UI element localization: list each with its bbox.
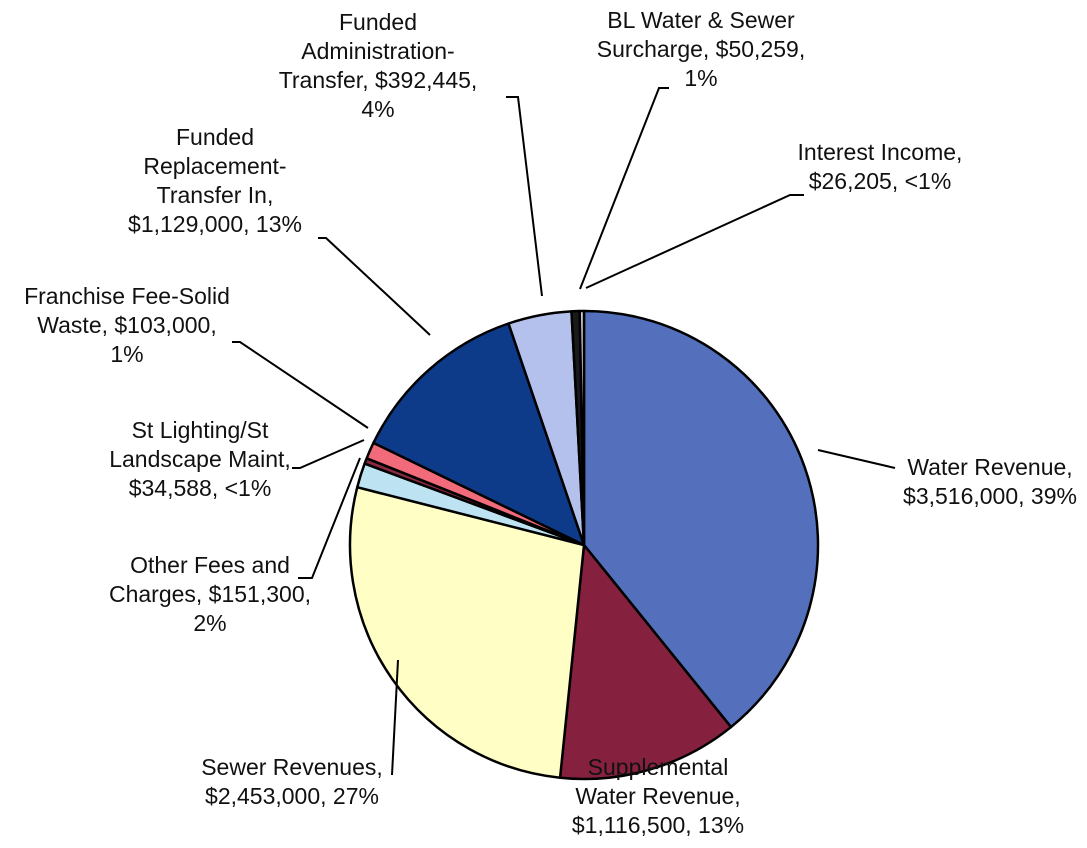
slice-label: BL Water & Sewer Surcharge, $50,259, 1% [597,7,805,91]
slice-label-line: Sewer Revenues, [201,754,383,780]
slice-label-line: Waste, $103,000, [37,312,216,338]
slice-label: Other Fees and Charges, $151,300, 2% [109,552,311,636]
slice-label-line: Landscape Maint, [109,446,291,472]
slice-label: Supplemental Water Revenue, $1,116,500, 13… [572,754,744,838]
leader-line [391,659,399,776]
slice-label-line: Supplemental [588,754,729,780]
pie-slice-sewer-revenues [348,485,586,780]
slice-label-line: St Lighting/St [132,417,269,443]
leader-line [579,87,669,290]
slice-label: Interest Income, $26,205, <1% [798,139,963,194]
leader-line [292,439,365,469]
pie-slice-supplemental-water-revenue [558,543,733,781]
slice-label-line: Charges, $151,300, [109,581,311,607]
leader-line [318,237,431,336]
slice-label-line: Franchise Fee-Solid [24,283,230,309]
leader-line [298,457,361,579]
leader-line [817,449,896,469]
slice-label-line: Interest Income, [798,139,963,165]
slice-label-line: Water Revenue, [575,783,740,809]
slice-label-line: BL Water & Sewer [607,7,795,33]
leader-line [585,194,804,289]
slice-label-line: Water Revenue, [907,454,1072,480]
pie-slice-interest-income [578,309,586,547]
slice-label-line: Replacement- [143,153,286,179]
pie-slices [348,309,820,781]
leader-line [506,96,543,297]
slice-label: Funded Replacement- Transfer In, $1,129,000… [128,124,302,237]
slice-label-line: $1,116,500, 13% [572,812,744,838]
slice-label-line: Surcharge, $50,259, [597,36,805,62]
slice-label: Franchise Fee-Solid Waste, $103,000, 1% [24,283,230,367]
slice-label-line: Funded [339,9,417,35]
slice-label-line: 1% [110,341,143,367]
slice-label-line: Funded [176,124,254,150]
slice-label-line: Other Fees and [130,552,290,578]
slice-label: Funded Administration- Transfer, $392,445,… [279,9,478,122]
slice-label-line: Transfer, $392,445, [279,67,478,93]
slice-label-line: Transfer In, [157,182,274,208]
pie-slice-funded-replacement-transfer-in [372,322,586,547]
leader-line [232,341,369,429]
slice-label-line: $34,588, <1% [129,475,272,501]
leader-lines [232,87,896,776]
slice-label: Water Revenue, $3,516,000, 39% [903,454,1077,509]
pie-slice-water-revenue [582,309,820,729]
slice-label-line: $2,453,000, 27% [205,783,379,809]
slice-label-line: $1,129,000, 13% [128,211,302,237]
slice-label: St Lighting/St Landscape Maint, $34,588, <… [109,417,291,501]
slice-label-line: 1% [684,65,717,91]
slice-label-line: 4% [361,96,394,122]
slice-label-line: $26,205, <1% [809,168,952,194]
slice-labels: Water Revenue, $3,516,000, 39% Supplementa… [24,7,1077,838]
slice-label-line: 2% [193,610,226,636]
slice-label: Sewer Revenues, $2,453,000, 27% [201,754,383,809]
slice-label-line: Administration- [301,38,454,64]
slice-label-line: $3,516,000, 39% [903,483,1077,509]
